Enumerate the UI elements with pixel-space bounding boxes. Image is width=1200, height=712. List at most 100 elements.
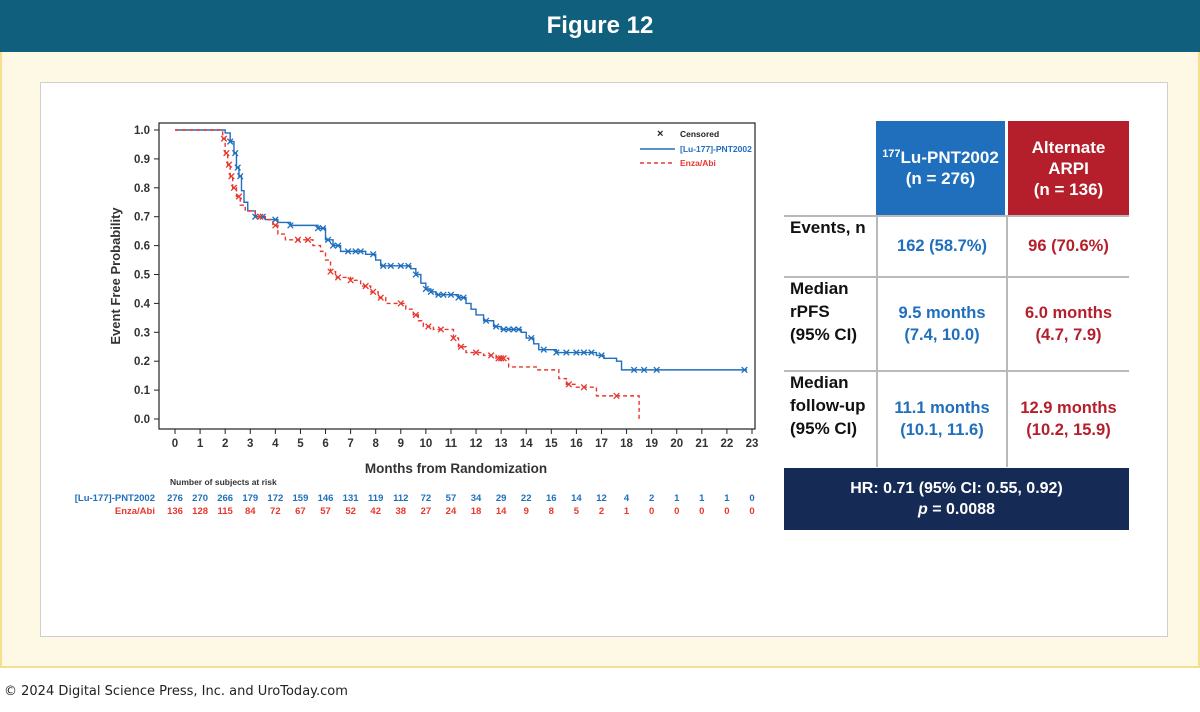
censor-mark: [334, 274, 342, 281]
censor-mark: [472, 349, 480, 356]
risk-value: 57: [446, 493, 457, 504]
censor-mark: [457, 343, 465, 351]
x-tick-label: 13: [495, 438, 508, 450]
risk-value: 0: [724, 506, 729, 517]
x-tick-label: 11: [445, 438, 458, 450]
value-line: 6.0 months: [1024, 303, 1113, 322]
risk-value: 9: [524, 506, 529, 517]
censor-mark: [319, 225, 327, 232]
row-label-followup: Median follow-up (95% CI): [784, 371, 876, 467]
risk-value: 52: [345, 506, 356, 517]
row-label-line: follow-up: [790, 396, 866, 415]
censor-mark: [324, 236, 332, 244]
risk-value: 270: [192, 493, 208, 504]
censor-mark: [741, 366, 748, 374]
censor-mark: [223, 149, 230, 157]
censor-mark: [588, 349, 595, 356]
copyright: © 2024 Digital Science Press, Inc. and U…: [4, 684, 348, 699]
censor-mark: [377, 294, 384, 301]
risk-value: 115: [218, 506, 234, 517]
risk-value: 84: [245, 506, 256, 517]
plot-area: [158, 122, 756, 430]
censor-mark: [527, 334, 535, 342]
row-label-line: Events, n: [790, 218, 866, 237]
x-tick-label: 14: [520, 438, 533, 450]
risk-value: 112: [393, 493, 408, 504]
x-tick-label: 20: [670, 438, 683, 450]
risk-table: Number of subjects at risk [Lu-177]-PNT2…: [75, 477, 755, 517]
censor-mark: [234, 164, 241, 171]
censor-mark: [329, 242, 337, 249]
censor-mark: [344, 248, 352, 255]
x-tick-label: 0: [172, 438, 178, 450]
risk-value: 14: [496, 506, 507, 517]
censor-mark: [294, 236, 302, 244]
censor-mark: [640, 366, 648, 374]
hazard-ratio: HR: 0.71 (95% CI: 0.55, 0.92): [850, 480, 1063, 497]
km-chart: 0.00.10.20.30.40.50.60.70.80.91.00 1 2 3 4 5 6…: [75, 122, 759, 517]
x-tick-label: 4: [272, 438, 279, 450]
y-tick-label: 0.5: [134, 270, 151, 282]
censor-mark: [580, 383, 588, 391]
y-tick-label: 0.2: [134, 356, 150, 368]
risk-value: 8: [549, 506, 554, 517]
risk-value: 57: [320, 506, 331, 517]
censor-mark: [598, 352, 605, 359]
col-header-arpi-n: (n = 136): [1033, 179, 1104, 199]
risk-value: 276: [167, 493, 183, 504]
risk-row-label-lu: [Lu-177]-PNT2002: [75, 493, 155, 504]
x-tick-label: 22: [721, 438, 734, 450]
risk-value: 172: [267, 493, 283, 504]
km-curve-lu: [175, 129, 747, 371]
censor-mark: [357, 248, 364, 255]
risk-value: 67: [295, 506, 306, 517]
risk-value: 12: [596, 493, 607, 504]
x-tick-label: 21: [695, 438, 708, 450]
censor-mark: [553, 349, 560, 356]
value-line: 11.1 months: [894, 399, 990, 417]
censor-mark: [500, 355, 507, 362]
value-line: 12.9 months: [1020, 399, 1117, 417]
x-tick-label: 6: [322, 438, 328, 450]
x-tick-label: 15: [545, 438, 558, 450]
censor-mark: [259, 213, 267, 220]
censor-mark: [510, 326, 517, 333]
value-line: (10.2, 15.9): [1026, 421, 1111, 439]
row-label-line: Median: [790, 373, 849, 392]
rpfs-lu: 9.5 months (7.4, 10.0): [878, 277, 1006, 370]
risk-value: 4: [624, 493, 630, 504]
value-line: (7.4, 10.0): [904, 325, 980, 344]
censor-mark: [272, 222, 279, 229]
censor-mark: [515, 326, 522, 333]
legend: × Censored [Lu-177]-PNT2002 Enza/Abi: [640, 128, 752, 168]
table-divider: [876, 215, 878, 467]
risk-value: 0: [749, 493, 754, 504]
x-tick-label: 23: [746, 438, 759, 450]
censor-mark: [630, 366, 638, 374]
censor-mark: [613, 392, 620, 400]
risk-value: 1: [724, 493, 730, 504]
value-line: 9.5 months: [898, 303, 986, 322]
row-label-rpfs: Median rPFS (95% CI): [784, 277, 876, 370]
figure-title-bar: Figure 12: [0, 0, 1200, 52]
censor-mark: [505, 326, 512, 333]
risk-value: 14: [571, 493, 582, 504]
censor-mark: [334, 242, 342, 249]
risk-value: 0: [749, 506, 754, 517]
risk-value: 2: [599, 506, 604, 517]
censor-mark: [500, 326, 507, 333]
p-value-line: p = 0.0088: [784, 499, 1129, 520]
y-tick-label: 0.7: [134, 212, 150, 224]
censor-mark: [565, 381, 573, 388]
censor-mark: [230, 184, 238, 192]
value-line: 162 (58.7%): [897, 237, 987, 255]
legend-censored-marker: ×: [657, 128, 663, 140]
censor-mark: [482, 317, 490, 324]
y-tick-label: 0.0: [134, 414, 150, 426]
hazard-ratio-box: HR: 0.71 (95% CI: 0.55, 0.92) p = 0.0088: [784, 468, 1129, 530]
risk-value: 16: [546, 493, 557, 504]
x-tick-label: 1: [197, 438, 204, 450]
x-axis-label: Months from Randomization: [365, 461, 547, 476]
x-tick-label: 16: [570, 438, 583, 450]
censor-mark: [492, 323, 500, 330]
